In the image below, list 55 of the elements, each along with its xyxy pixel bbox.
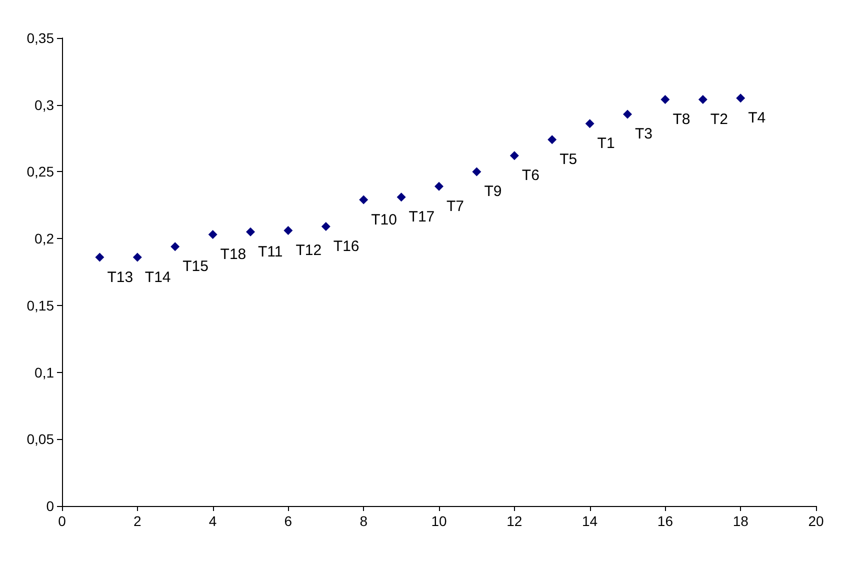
point: [246, 227, 255, 236]
y-tick-label: 0,05: [26, 431, 54, 448]
data-label: T1: [597, 135, 615, 152]
data-label: T9: [484, 183, 502, 200]
data-label: T2: [710, 111, 728, 128]
point: [472, 167, 482, 176]
data-label: T10: [371, 211, 397, 228]
point: [698, 95, 708, 104]
data-label: T14: [144, 268, 171, 286]
x-tick-label: 14: [582, 513, 598, 529]
data-label: T17: [408, 208, 435, 226]
point: [95, 252, 104, 262]
point: [208, 230, 218, 240]
data-label: T4: [748, 110, 766, 127]
y-tick-label: 0,2: [34, 230, 54, 247]
y-tick-label: 0,3: [34, 96, 54, 113]
data-label: T16: [333, 238, 360, 256]
y-tick-label: 0,15: [26, 297, 54, 314]
point: [170, 242, 180, 252]
x-tick-label: 8: [360, 513, 368, 529]
point: [434, 182, 444, 191]
x-tick-label: 0: [58, 513, 66, 529]
data-label: T6: [522, 167, 540, 184]
x-tick-label: 20: [808, 513, 824, 529]
point: [548, 135, 557, 144]
point: [284, 226, 293, 236]
y-tick-label: 0,1: [34, 364, 54, 380]
y-tick-label: 0: [46, 498, 54, 514]
data-label: T11: [258, 243, 283, 260]
x-tick-label: 10: [431, 513, 447, 529]
point: [736, 94, 746, 103]
point: [660, 95, 670, 104]
point: [510, 151, 519, 160]
data-label: T18: [220, 246, 246, 264]
x-tick-label: 4: [208, 513, 217, 529]
data-label: T8: [672, 111, 690, 128]
data-label: T5: [560, 151, 578, 168]
data-label: T13: [107, 268, 134, 286]
point: [132, 252, 142, 262]
data-label: T12: [296, 242, 322, 260]
data-label: T3: [635, 126, 653, 143]
x-tick-label: 16: [657, 513, 674, 529]
data-label: T7: [446, 198, 464, 215]
y-tick-label: 0,35: [26, 30, 54, 46]
point: [321, 222, 330, 232]
x-tick-label: 2: [134, 513, 142, 529]
y-tick-label: 0,25: [26, 164, 54, 180]
x-tick-label: 18: [732, 513, 749, 529]
data-label: T15: [182, 258, 208, 276]
x-tick-label: 6: [284, 513, 292, 529]
point: [359, 195, 368, 204]
x-tick-label: 12: [506, 513, 522, 529]
point: [396, 192, 406, 202]
point: [623, 110, 632, 119]
point: [585, 119, 594, 128]
